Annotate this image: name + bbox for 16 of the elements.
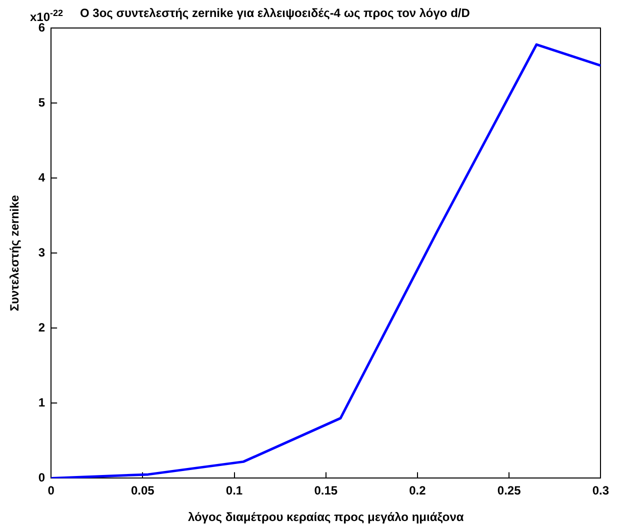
y-tick-label: 4 xyxy=(38,170,46,184)
chart-title: Ο 3ος συντελεστής zernike για ελλειψοειδές-4 ως προς τον λόγο d/D xyxy=(80,6,470,20)
y-axis-title: Συντελεστής zernike xyxy=(8,194,22,312)
x-tick-label: 0.3 xyxy=(592,484,610,498)
y-tick-label: 0 xyxy=(38,470,46,485)
y-tick-label: 1 xyxy=(38,395,46,410)
y-tick-label: 2 xyxy=(38,320,46,334)
x-tick-label: 0 xyxy=(48,484,55,498)
y-tick-label: 5 xyxy=(38,95,46,110)
x-tick-label: 0.05 xyxy=(130,484,155,498)
x-tick-label: 0.1 xyxy=(226,484,243,498)
x-tick-label: 0.2 xyxy=(409,484,426,498)
x-tick-label: 0.25 xyxy=(497,484,522,498)
x-tick-label: 0.15 xyxy=(314,484,338,498)
y-tick-label: 3 xyxy=(38,245,46,260)
x-axis-title: λόγος διαμέτρου κεραίας προς μεγάλο ημιάξονα xyxy=(188,510,464,524)
